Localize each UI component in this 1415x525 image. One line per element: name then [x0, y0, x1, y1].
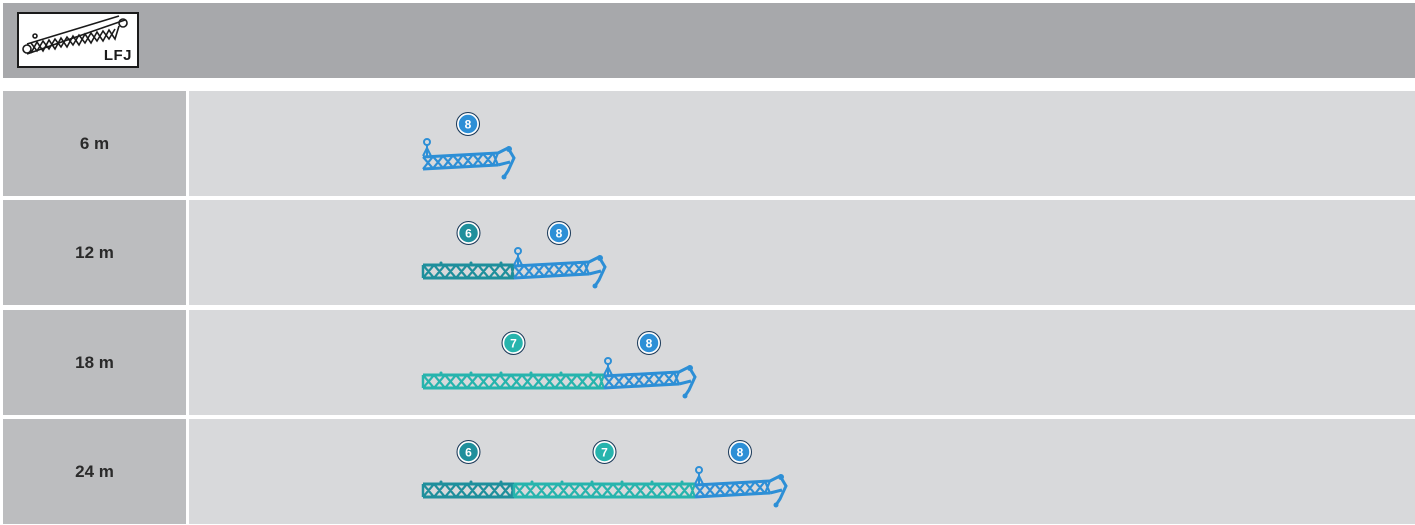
jib-section-7: [421, 371, 606, 390]
svg-text:6: 6: [465, 227, 472, 241]
jib-section-7: [512, 480, 697, 499]
jib-section-6: [421, 261, 516, 280]
svg-text:7: 7: [601, 446, 608, 460]
section-badge-8: 8: [728, 440, 752, 464]
row-diagram: 8: [189, 91, 1415, 196]
row-length-label: 6 m: [3, 91, 186, 196]
jib-tip-section-8: [422, 138, 516, 180]
jib-diagram: 6 7 8: [421, 440, 788, 508]
section-badge-6: 6: [456, 221, 481, 245]
jib-tip-section-8: [513, 247, 607, 289]
jib-diagram: 8: [422, 112, 516, 180]
svg-text:8: 8: [646, 337, 653, 351]
section-badge-8: 8: [456, 112, 480, 136]
section-badge-7: 7: [592, 440, 617, 464]
header-bar: LFJ: [3, 3, 1415, 78]
jib-tip-section-8: [603, 357, 697, 399]
section-badge-6: 6: [456, 440, 481, 464]
row-length-label: 12 m: [3, 200, 186, 305]
lfj-jib-logo: LFJ: [17, 12, 139, 68]
section-badge-8: 8: [547, 221, 571, 245]
logo-label: LFJ: [103, 47, 132, 64]
row-length-label: 18 m: [3, 310, 186, 415]
svg-text:6: 6: [465, 446, 472, 460]
jib-row-24m: 24 m 6 7 8: [3, 419, 1415, 524]
section-badge-8: 8: [637, 331, 661, 355]
row-diagram: 6 7 8: [189, 419, 1415, 524]
jib-row-6m: 6 m 8: [3, 91, 1415, 196]
svg-text:8: 8: [737, 446, 744, 460]
row-length-label: 24 m: [3, 419, 186, 524]
svg-text:8: 8: [465, 118, 472, 132]
jib-tip-section-8: [694, 466, 788, 508]
svg-text:7: 7: [510, 337, 517, 351]
section-badge-7: 7: [501, 331, 526, 355]
jib-section-6: [421, 480, 516, 499]
svg-text:8: 8: [556, 227, 563, 241]
jib-logo-icon: [22, 15, 128, 55]
